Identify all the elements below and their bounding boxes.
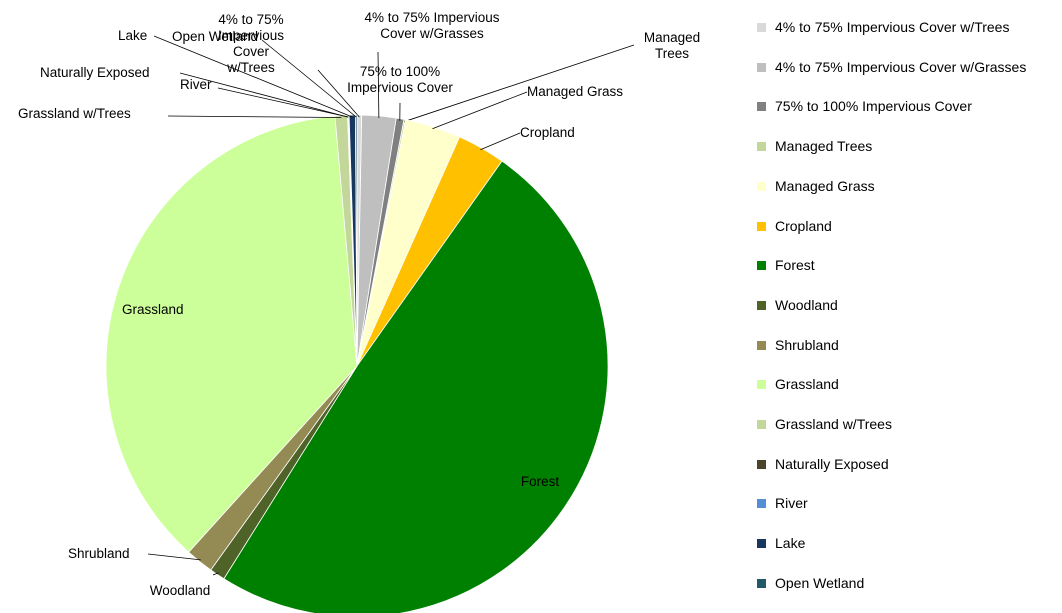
legend-label: Forest	[775, 257, 815, 274]
slice-label: Managed Grass	[527, 84, 624, 99]
legend-label: Open Wetland	[775, 574, 865, 591]
leader-line	[179, 72, 349, 118]
legend-swatch	[757, 62, 766, 72]
legend-swatch	[757, 459, 766, 469]
leader-line	[153, 35, 353, 118]
legend-swatch	[757, 142, 766, 152]
slice-label: Lake	[118, 28, 148, 43]
slice-label: River	[180, 77, 212, 92]
slice-label: Woodland	[149, 583, 211, 598]
leader-line	[167, 115, 342, 118]
slice-label: Grassland w/Trees	[18, 106, 131, 121]
legend-swatch	[757, 420, 766, 429]
legend-swatch	[757, 23, 766, 32]
legend-label: 4% to 75% Impervious Cover w/Grasses	[775, 58, 1027, 75]
legend-label: Cropland	[775, 217, 832, 234]
slice-label: Open Wetland	[172, 29, 259, 44]
slice-label: Managed Trees	[643, 30, 701, 61]
legend-swatch	[757, 499, 766, 509]
legend-swatch	[757, 539, 766, 549]
leader-line	[147, 553, 201, 561]
legend-swatch	[757, 578, 766, 588]
legend-label: 75% to 100% Impervious Cover	[775, 98, 972, 115]
slice-label: 4% to 75% Impervious Cover w/Trees	[217, 12, 285, 75]
legend-label: River	[775, 495, 808, 512]
legend-label: Managed Grass	[775, 177, 875, 194]
legend-label: Shrubland	[775, 336, 839, 353]
pie-slice	[355, 114, 358, 367]
legend-swatch	[757, 300, 766, 310]
leader-line	[480, 132, 521, 151]
pie-slice	[223, 160, 609, 613]
legend-label: 4% to 75% Impervious Cover w/Trees	[775, 19, 1010, 35]
leader-line	[261, 39, 357, 118]
leader-line	[217, 87, 349, 118]
slice-label: Cropland	[520, 125, 575, 140]
legend-swatch	[757, 261, 766, 271]
legend-swatch	[757, 181, 766, 191]
legend-label: Naturally Exposed	[775, 455, 889, 472]
legend-label: Grassland	[775, 376, 839, 393]
slice-label: Grassland	[122, 302, 184, 317]
leader-line	[212, 572, 219, 576]
legend-swatch	[757, 221, 766, 231]
legend-swatch	[757, 380, 766, 390]
leader-line	[317, 69, 360, 118]
leader-line	[404, 44, 635, 122]
slice-label: Shrubland	[68, 546, 130, 561]
leader-line	[432, 91, 528, 130]
pie-slice	[105, 115, 358, 553]
slice-label: 4% to 75% Impervious Cover w/Grasses	[364, 10, 500, 41]
legend-swatch	[757, 102, 766, 112]
legend-label: Grassland w/Trees	[775, 416, 892, 432]
slice-label: Naturally Exposed	[40, 65, 150, 80]
leader-line	[377, 51, 380, 118]
legend-swatch	[757, 340, 766, 350]
slice-label: 75% to 100% Impervious Cover	[347, 64, 453, 95]
legend-label: Lake	[775, 535, 806, 552]
slice-label: Forest	[520, 474, 560, 489]
legend-label: Woodland	[775, 296, 838, 313]
legend-label: Managed Trees	[775, 138, 873, 155]
